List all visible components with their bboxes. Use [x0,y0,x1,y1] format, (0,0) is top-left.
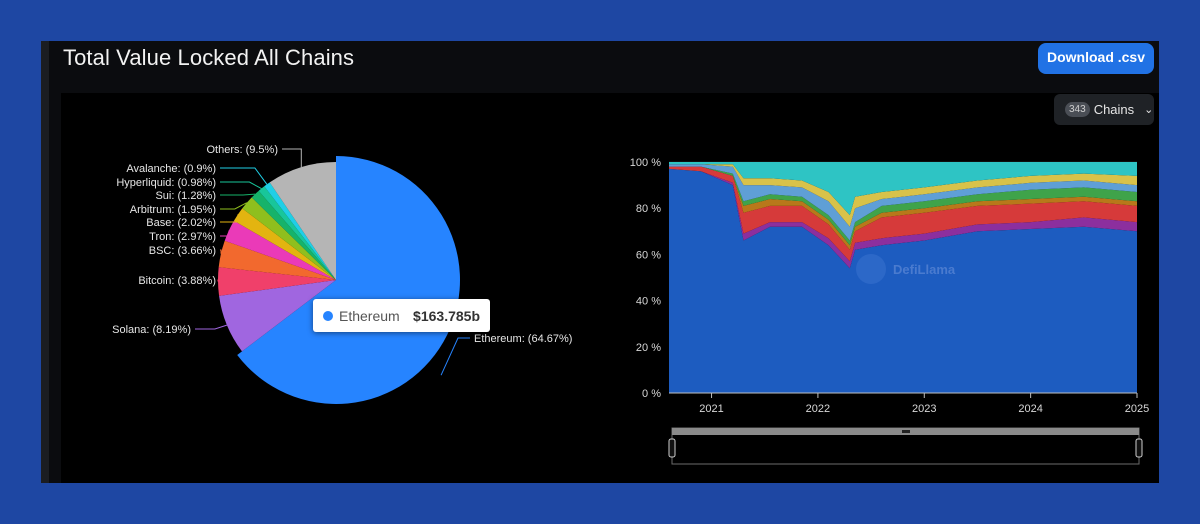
chains-filter-button[interactable]: 343 Chains ⌄ [1054,94,1154,125]
chains-label: Chains [1093,102,1135,117]
pie-slice-tron[interactable] [224,220,336,280]
x-tick-label: 2022 [806,403,830,415]
x-tick-label: 2021 [699,403,723,415]
pie-slice-others[interactable] [269,162,336,280]
watermark: DefiLlama [856,254,956,284]
tooltip-series-value: $163.785b [413,307,480,324]
pie-leader-line [440,337,470,376]
pie-label-bsc: BSC: (3.66%) [149,245,216,257]
page-title: Total Value Locked All Chains [63,45,355,70]
pie-slice-base[interactable] [233,208,336,280]
y-tick-label: 20 % [636,342,661,354]
pie-label-ethereum: Ethereum: (64.67%) [474,333,572,345]
chevron-down-icon: ⌄ [1144,104,1154,116]
x-tick-label: 2023 [912,403,936,415]
area-series-layer [669,164,1137,241]
area-series-layer [669,162,1137,216]
pie-leader-line [220,167,268,185]
pie-slice-bitcoin[interactable] [217,267,336,296]
zoom-slider-grip-icon[interactable] [902,430,910,433]
pie-label-sui: Sui: (1.28%) [155,190,216,202]
area-series-layer [669,164,1137,227]
pie-leader-line [220,193,256,196]
watermark-text: DefiLlama [893,262,956,277]
y-tick-label: 80 % [636,203,661,215]
pie-slice-bsc[interactable] [218,240,336,280]
pie-leader-line [220,181,262,190]
y-tick-label: 60 % [636,249,661,261]
pie-label-others: Others: (9.5%) [206,144,278,156]
y-tick-label: 0 % [642,388,661,400]
area-series-layer [669,168,1137,393]
pie-label-arbitrum: Arbitrum: (1.95%) [130,204,216,216]
pie-tooltip: Ethereum $163.785b [313,299,490,332]
area-series-layer [669,166,1137,262]
pie-label-base: Base: (2.02%) [146,217,216,229]
pie-leader-line [220,230,230,237]
y-tick-label: 40 % [636,296,661,308]
pie-label-hyperliquid: Hyperliquid: (0.98%) [116,177,216,189]
area-series-layer [669,166,1137,246]
zoom-slider[interactable] [668,427,1143,465]
x-tick-label: 2024 [1018,403,1042,415]
pie-slice-avalanche[interactable] [264,182,336,280]
pie-slice-arbitrum[interactable] [242,197,336,280]
y-tick-label: 100 % [630,157,661,169]
pie-slice-hyperliquid[interactable] [258,186,336,280]
llama-logo-icon [856,254,886,284]
left-rail [41,41,49,483]
pie-label-tron: Tron: (2.97%) [149,231,216,243]
pie-label-avalanche: Avalanche: (0.9%) [126,163,216,175]
pie-label-solana: Solana: (8.19%) [112,324,191,336]
pie-leader-line [220,202,248,210]
x-tick-label: 2025 [1125,403,1149,415]
zoom-handle-left[interactable] [668,438,676,458]
tooltip-series-dot [323,310,333,321]
pie-slice-ethereum[interactable] [237,156,460,405]
zoom-handle-right[interactable] [1135,438,1143,458]
pie-leader-line [220,249,222,254]
pie-leader-line [282,148,302,168]
pie-leader-line [217,279,220,282]
pie-leader-line [220,214,239,223]
pie-slice-sui[interactable] [251,190,336,280]
pie-label-bitcoin: Bitcoin: (3.88%) [138,275,216,287]
pie-slice-solana[interactable] [219,280,336,352]
pie-leader-line [195,324,228,330]
chains-count-badge: 343 [1065,102,1090,117]
tooltip-series-name: Ethereum [339,307,400,324]
download-csv-button[interactable]: Download .csv [1038,43,1154,74]
